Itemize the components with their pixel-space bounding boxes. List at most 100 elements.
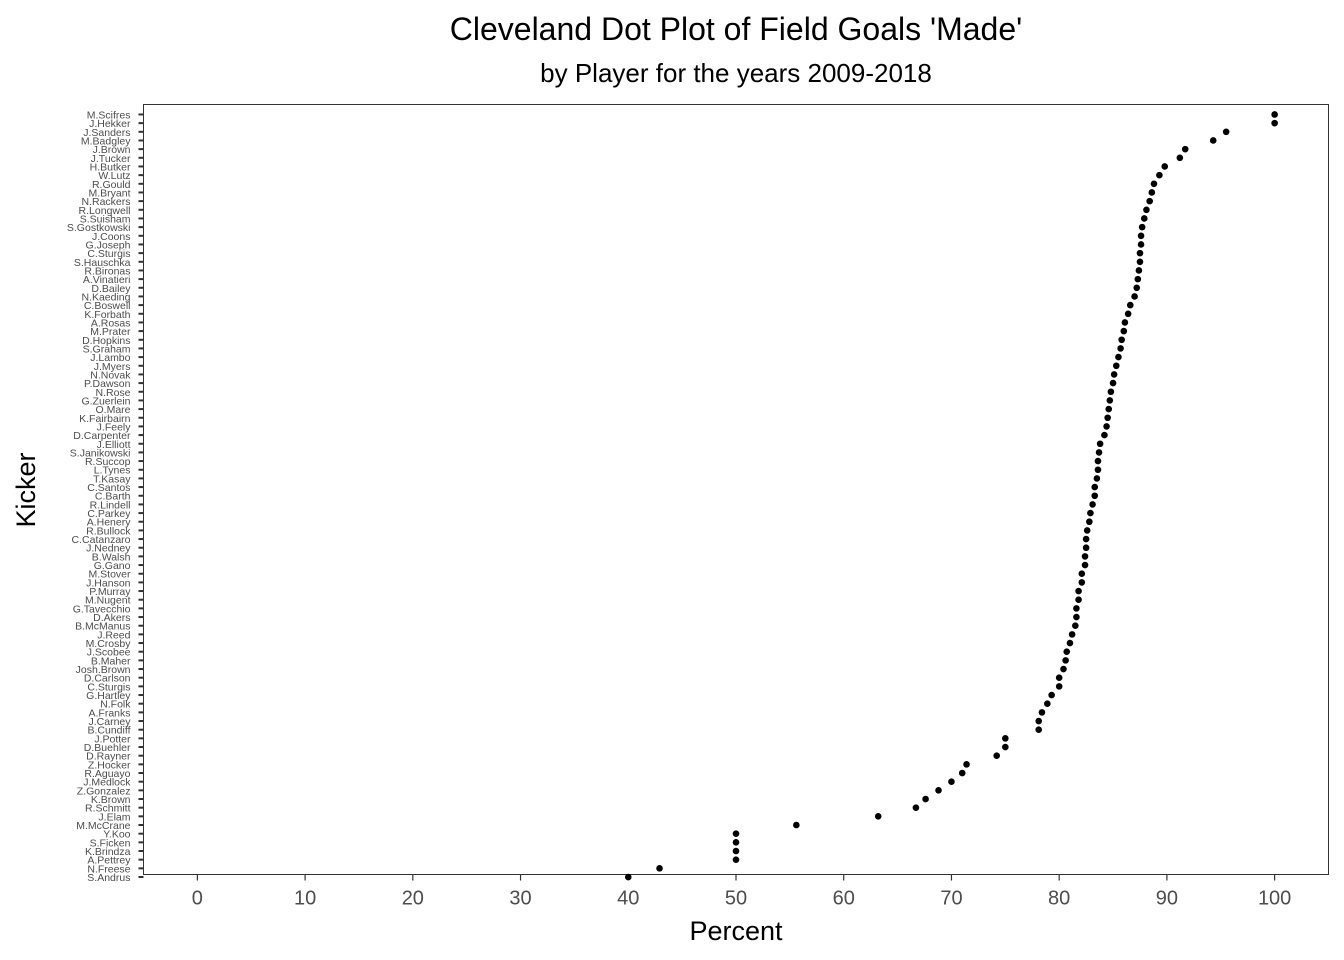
data-point	[732, 830, 740, 837]
data-point	[732, 839, 740, 846]
y-tick-label: C.Barth	[95, 491, 131, 503]
data-point	[1133, 284, 1141, 292]
y-tick-label: Y.Koo	[103, 829, 130, 841]
data-point	[1137, 232, 1145, 240]
data-point	[1089, 501, 1096, 508]
y-tick-label: S.Graham	[83, 343, 131, 355]
y-axis-ticks: S.AndrusN.FreeseA.PettreyK.BrindzaS.Fick…	[67, 109, 144, 884]
y-tick-label: N.Novak	[90, 369, 131, 381]
y-tick-label: D.Buehler	[84, 742, 131, 754]
data-point	[1106, 397, 1114, 404]
x-tick-label: 20	[402, 888, 424, 910]
y-tick-label: R.Gould	[92, 179, 131, 191]
data-point	[874, 813, 882, 820]
y-tick-label: M.Nugent	[85, 595, 131, 607]
data-point	[1161, 163, 1169, 170]
data-point	[1073, 613, 1080, 621]
data-point	[1093, 475, 1101, 482]
y-tick-label: J.Nedney	[86, 543, 131, 555]
y-tick-label: B.McManus	[75, 621, 130, 633]
data-point	[1176, 154, 1184, 162]
data-point	[624, 873, 632, 881]
data-point	[1136, 258, 1144, 266]
chart-title: Cleveland Dot Plot of Field Goals 'Made'	[450, 11, 1023, 47]
data-point	[1118, 336, 1125, 344]
y-tick-label: J.Lambo	[90, 352, 130, 364]
data-point	[1143, 206, 1150, 214]
y-tick-label: Z.Hocker	[88, 759, 131, 771]
y-tick-label: R.Longwell	[79, 205, 131, 217]
data-point	[1035, 717, 1043, 725]
plot-panel	[143, 104, 1329, 875]
data-point	[1138, 223, 1146, 231]
data-point	[1038, 709, 1046, 716]
y-tick-label: D.Carpenter	[73, 430, 131, 442]
data-point	[1094, 466, 1102, 474]
y-tick-label: J.Coons	[92, 231, 131, 243]
data-point	[1087, 509, 1094, 517]
data-point	[1105, 405, 1113, 413]
y-tick-label: O.Mare	[95, 404, 130, 416]
data-point	[1060, 665, 1067, 673]
y-tick-label: D.Carlson	[84, 673, 131, 685]
y-tick-label: T.Kasay	[93, 473, 131, 485]
y-tick-label: K.Forbath	[84, 309, 130, 321]
data-point	[1156, 171, 1163, 179]
data-point	[1048, 691, 1055, 699]
data-point	[1083, 527, 1091, 534]
y-tick-label: M.Scifres	[87, 109, 131, 121]
data-point	[1062, 657, 1069, 664]
data-point	[958, 769, 966, 777]
data-point	[1075, 587, 1082, 595]
data-point	[1109, 379, 1117, 387]
y-tick-label: W.Lutz	[98, 170, 130, 182]
y-tick-label: J.Scobee	[87, 647, 131, 659]
y-tick-label: M.Crosby	[86, 638, 132, 650]
y-tick-label: S.Janikowski	[70, 447, 131, 459]
data-point	[1181, 145, 1189, 153]
chart-subtitle: by Player for the years 2009-2018	[540, 58, 932, 88]
data-point	[1126, 301, 1134, 309]
data-point	[1044, 700, 1051, 707]
data-point	[1091, 483, 1099, 491]
y-tick-label: P.Murray	[89, 586, 131, 598]
x-tick-label: 40	[617, 888, 639, 910]
y-tick-label: K.Fairbairn	[79, 413, 131, 425]
y-tick-label: R.Bironas	[84, 265, 130, 277]
y-tick-label: R.Aguayo	[84, 768, 130, 780]
data-point	[993, 752, 1000, 759]
data-point	[1078, 570, 1086, 578]
y-tick-label: N.Rackers	[81, 196, 130, 208]
y-tick-label: M.Bryant	[88, 187, 130, 199]
data-point	[1104, 414, 1111, 422]
data-point	[1271, 111, 1278, 118]
data-point	[1103, 423, 1110, 430]
y-tick-label: H.Butker	[90, 161, 131, 173]
y-axis-title: Kicker	[11, 452, 41, 527]
data-point	[1135, 267, 1143, 274]
data-point	[1137, 241, 1145, 248]
y-tick-label: S.Andrus	[87, 872, 130, 884]
y-tick-label: M.Stover	[88, 569, 131, 581]
data-point	[1117, 345, 1124, 352]
data-point	[1209, 137, 1217, 144]
y-tick-label: N.Rose	[95, 387, 130, 399]
y-tick-label: J.Sanders	[83, 127, 130, 139]
y-tick-label: J.Brown	[93, 144, 131, 156]
y-tick-label: C.Parkey	[87, 508, 131, 520]
data-point	[1148, 189, 1156, 196]
data-point	[1055, 674, 1063, 682]
y-tick-label: C.Sturgis	[87, 681, 130, 693]
data-point	[1115, 353, 1122, 361]
data-point	[732, 847, 740, 855]
y-tick-label: M.McCrane	[76, 820, 130, 832]
y-tick-label: J.Elliott	[97, 439, 131, 451]
y-tick-label: J.Myers	[94, 361, 131, 373]
data-point	[1081, 561, 1089, 569]
y-tick-label: G.Joseph	[86, 239, 131, 251]
y-tick-label: M.Prater	[90, 326, 131, 338]
y-tick-label: K.Brindza	[85, 846, 131, 858]
y-tick-label: D.Bailey	[91, 283, 131, 295]
y-tick-label: B.Maher	[91, 655, 131, 667]
y-tick-label: S.Ficken	[90, 837, 131, 849]
